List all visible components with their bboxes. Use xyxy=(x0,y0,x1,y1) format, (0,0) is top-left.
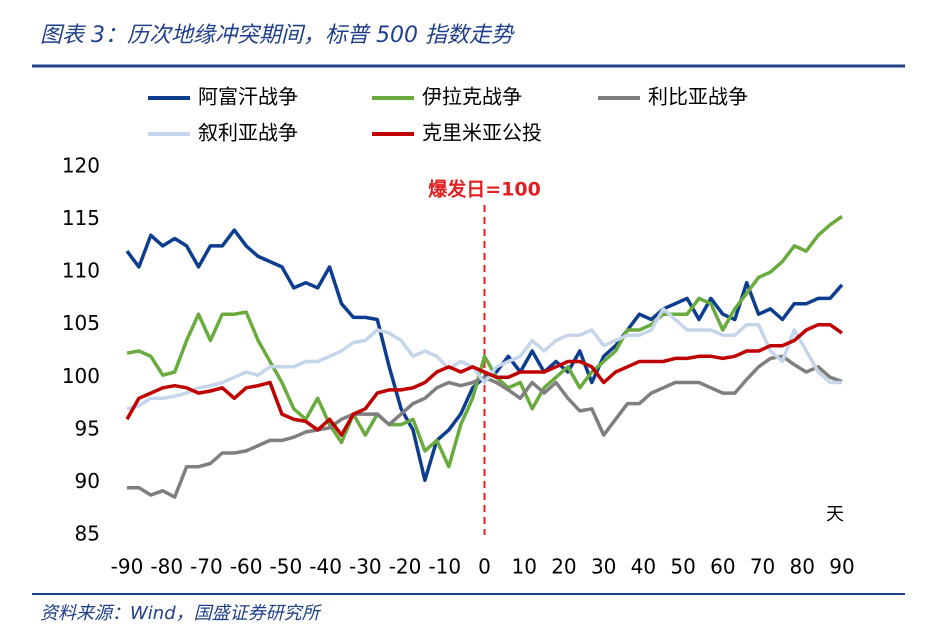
y-tick-label: 90 xyxy=(75,469,100,493)
y-tick-label: 120 xyxy=(62,154,100,178)
y-tick-label: 100 xyxy=(62,364,100,388)
x-tick-label: 60 xyxy=(710,555,735,579)
x-tick-label: 80 xyxy=(790,555,815,579)
chart-title: 图表 3：历次地缘冲突期间，标普 500 指数走势 xyxy=(40,23,515,48)
x-tick-label: -30 xyxy=(349,555,382,579)
legend-label: 叙利亚战争 xyxy=(198,121,298,145)
series-line xyxy=(125,322,844,437)
y-tick-label: 115 xyxy=(62,206,100,230)
legend-label: 伊拉克战争 xyxy=(422,85,522,109)
legend-label: 利比亚战争 xyxy=(648,85,748,109)
x-tick-label: -20 xyxy=(389,555,422,579)
annotation: 爆发日=100 xyxy=(428,178,541,201)
x-tick-label: 40 xyxy=(631,555,656,579)
x-tick-label: -50 xyxy=(270,555,303,579)
y-tick-label: 95 xyxy=(75,416,100,440)
series-line xyxy=(126,214,844,469)
x-tick-label: 10 xyxy=(511,555,536,579)
x-tick-label: 90 xyxy=(829,555,854,579)
x-tick-label: 30 xyxy=(591,555,616,579)
x-tick-label: 0 xyxy=(478,555,491,579)
y-tick-label: 110 xyxy=(62,259,100,283)
x-tick-label: -70 xyxy=(190,555,223,579)
source: 资料来源：Wind，国盛证券研究所 xyxy=(40,603,323,624)
y-tick-label: 105 xyxy=(62,311,100,335)
x-tick-label: -90 xyxy=(111,555,144,579)
x-tick-label: 20 xyxy=(551,555,576,579)
legend-label: 克里米亚公投 xyxy=(422,121,542,145)
series-line xyxy=(126,307,842,411)
x-tick-label: -60 xyxy=(230,555,263,579)
y-tick-label: 85 xyxy=(75,522,100,546)
x-tick-label: 70 xyxy=(750,555,775,579)
series-line xyxy=(127,354,843,499)
x-axis-unit: 天 xyxy=(826,504,844,525)
legend-label: 阿富汗战争 xyxy=(198,85,298,109)
x-tick-label: -10 xyxy=(428,555,461,579)
x-tick-label: -80 xyxy=(150,555,183,579)
x-tick-label: 50 xyxy=(670,555,695,579)
x-tick-label: -40 xyxy=(309,555,342,579)
